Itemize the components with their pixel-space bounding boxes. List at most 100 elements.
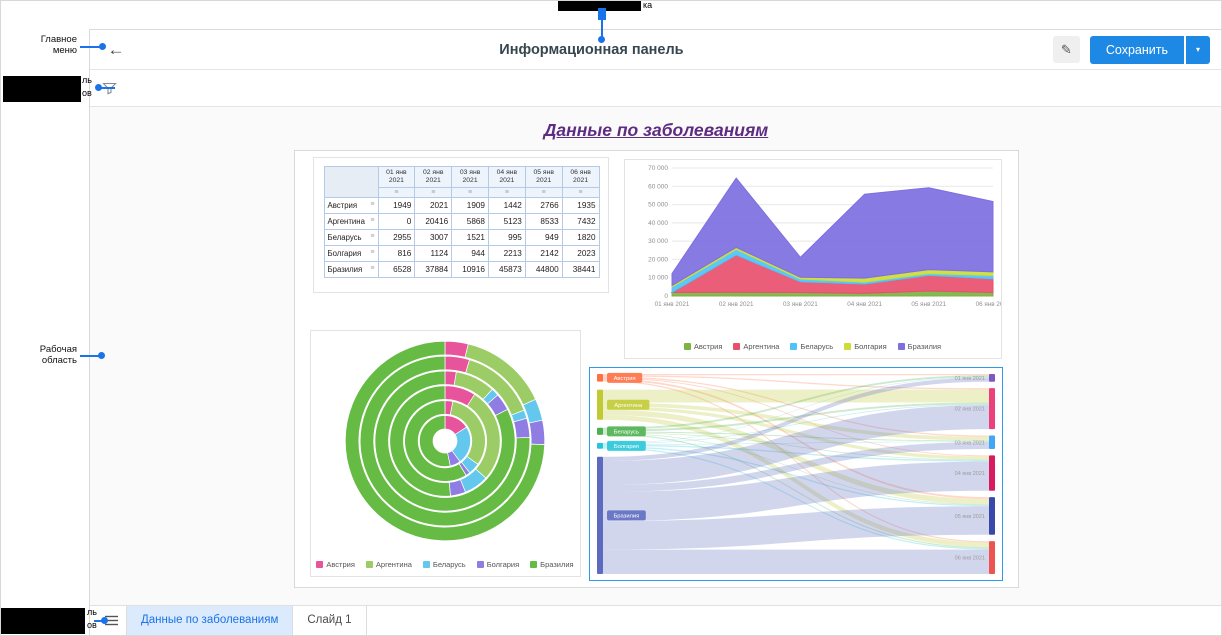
legend-item[interactable]: Беларусь — [422, 560, 466, 569]
row-label: Аргентина — [327, 216, 365, 226]
sankey-left-label: Болгария — [606, 440, 646, 451]
legend-label: Бразилия — [907, 341, 942, 351]
row-filter-icon[interactable]: ≡ — [370, 264, 375, 272]
save-button[interactable]: Сохранить — [1089, 35, 1184, 64]
save-split-button: Сохранить ▾ — [1089, 35, 1210, 64]
legend-item[interactable]: Беларусь — [790, 342, 833, 351]
row-filter-icon[interactable]: ≡ — [370, 248, 375, 256]
legend-swatch — [530, 560, 538, 568]
y-tick-label: 30 000 — [648, 238, 668, 245]
legend-label: Бразилия — [540, 559, 574, 569]
sankey-right-label: 04 янв 2021 — [954, 471, 984, 477]
legend-item[interactable]: Аргентина — [365, 560, 412, 569]
table-cell: 1521 — [451, 228, 489, 246]
column-filter-icon[interactable]: ≡ — [524, 186, 563, 198]
sankey-flow — [602, 409, 989, 505]
callout-line-work-area — [80, 355, 100, 357]
sankey-right-node — [988, 435, 995, 449]
page-title: Информационная панель — [499, 41, 684, 58]
callout-line-main-menu — [80, 46, 102, 48]
sankey-flow — [602, 406, 989, 460]
row-label: Австрия — [327, 200, 358, 210]
row-filter-icon[interactable]: ≡ — [370, 216, 375, 224]
sankey-right-label: 03 янв 2021 — [954, 440, 984, 446]
sunburst-segment — [388, 385, 451, 497]
svg-text:Болгария: Болгария — [613, 444, 638, 450]
column-filter-icon[interactable]: ≡ — [414, 186, 453, 198]
table-body: ≡ Австрия 1949 2021 1909 1442 2766 1935 ≡ Аргенти… — [323, 196, 600, 278]
column-filter-icon[interactable]: ≡ — [487, 186, 526, 198]
save-dropdown-button[interactable]: ▾ — [1186, 35, 1210, 64]
sankey-flow — [602, 415, 989, 548]
svg-text:Бразилия: Бразилия — [613, 514, 639, 520]
legend-swatch — [316, 560, 324, 568]
sunburst-segment — [359, 355, 530, 527]
area-chart-widget[interactable]: 0 10 000 20 000 30 000 40 000 50 000 60 000 70 … — [623, 159, 1002, 359]
legend-swatch — [365, 560, 373, 568]
table-cell: 7432 — [561, 212, 600, 230]
legend-item[interactable]: Австрия — [683, 342, 722, 351]
legend-item[interactable]: Австрия — [316, 560, 355, 569]
row-label: Бразилия — [327, 264, 363, 274]
legend-item[interactable]: Болгария — [844, 341, 887, 351]
table-cell: 1935 — [561, 196, 600, 214]
callout-dot-main-menu — [99, 43, 106, 50]
legend-item[interactable]: Бразилия — [530, 559, 574, 569]
table-row: ≡ Аргентина 0 20416 5868 5123 8533 7432 — [323, 212, 600, 230]
sankey-flow — [602, 461, 989, 522]
dashboard-app: ← Информационная панель ✎ Сохранить ▾ Да… — [89, 29, 1221, 635]
table-cell: 8533 — [524, 212, 563, 230]
slide-tab[interactable]: Слайд 1 — [293, 606, 367, 635]
work-area[interactable]: Данные по заболеваниям 01 янв 2021 02 янв 2… — [90, 107, 1221, 605]
legend-item[interactable]: Аргентина — [733, 342, 779, 351]
column-header: 02 янв 2021 — [414, 166, 453, 188]
legend-item[interactable]: Бразилия — [897, 341, 942, 351]
callout-line-filter — [99, 87, 115, 89]
sankey-flow — [602, 442, 989, 492]
filter-callout-fragment-2: ов — [82, 88, 92, 98]
column-filter-icon[interactable]: ≡ — [377, 186, 416, 198]
table-widget[interactable]: 01 янв 2021 02 янв 2021 03 янв 2021 04 янв 2021… — [312, 157, 609, 293]
redaction-box-top — [558, 1, 641, 11]
legend-swatch — [897, 342, 905, 350]
sankey-right-label: 01 янв 2021 — [954, 376, 984, 382]
row-filter-icon[interactable]: ≡ — [370, 232, 375, 240]
sankey-right-label: 02 янв 2021 — [954, 407, 984, 413]
sankey-widget[interactable]: Австрия Аргентина Беларусь Болгария Бразилия… — [588, 367, 1003, 581]
sunburst-chart — [344, 340, 545, 542]
legend-label: Австрия — [326, 559, 355, 569]
svg-text:Австрия: Австрия — [613, 376, 635, 382]
legend-label: Болгария — [854, 341, 887, 351]
table-row: ≡ Болгария 816 1124 944 2213 2142 2023 — [323, 244, 600, 262]
edit-button[interactable]: ✎ — [1052, 36, 1080, 63]
table-cell: 949 — [524, 228, 563, 246]
row-header: ≡ Аргентина — [323, 212, 379, 230]
legend-swatch — [476, 560, 484, 568]
legend-item[interactable]: Болгария — [476, 560, 519, 569]
row-header: ≡ Болгария — [323, 244, 379, 262]
table-cell: 6528 — [377, 260, 416, 278]
top-callout-fragment: ка — [643, 0, 653, 10]
y-tick-label: 20 000 — [648, 256, 668, 263]
callout-line-title — [601, 20, 603, 37]
table-cell: 2021 — [414, 196, 453, 214]
sankey-right-label: 06 янв 2021 — [954, 556, 984, 562]
table-cell: 2766 — [524, 196, 563, 214]
row-header: ≡ Беларусь — [323, 228, 379, 246]
column-filter-icon[interactable]: ≡ — [561, 186, 600, 198]
sankey-left-node — [596, 427, 603, 435]
table-cell: 38441 — [561, 260, 600, 278]
back-button[interactable]: ← — [102, 36, 130, 64]
column-header: 01 янв 2021 — [377, 166, 416, 188]
slide-canvas[interactable]: 01 янв 2021 02 янв 2021 03 янв 2021 04 янв 2021… — [293, 150, 1019, 588]
row-label: Болгария — [327, 248, 362, 258]
table-cell: 3007 — [414, 228, 453, 246]
column-filter-icon[interactable]: ≡ — [451, 186, 489, 198]
sunburst-widget[interactable]: Австрия Аргентина Беларусь Болгария Бразилия — [309, 330, 581, 577]
sankey-flow — [602, 377, 989, 461]
sankey-flow — [602, 506, 989, 550]
table-cell: 10916 — [451, 260, 489, 278]
row-filter-icon[interactable]: ≡ — [370, 200, 375, 208]
table-cell: 2023 — [561, 244, 600, 262]
slide-tab-active[interactable]: Данные по заболеваниям — [126, 606, 294, 635]
